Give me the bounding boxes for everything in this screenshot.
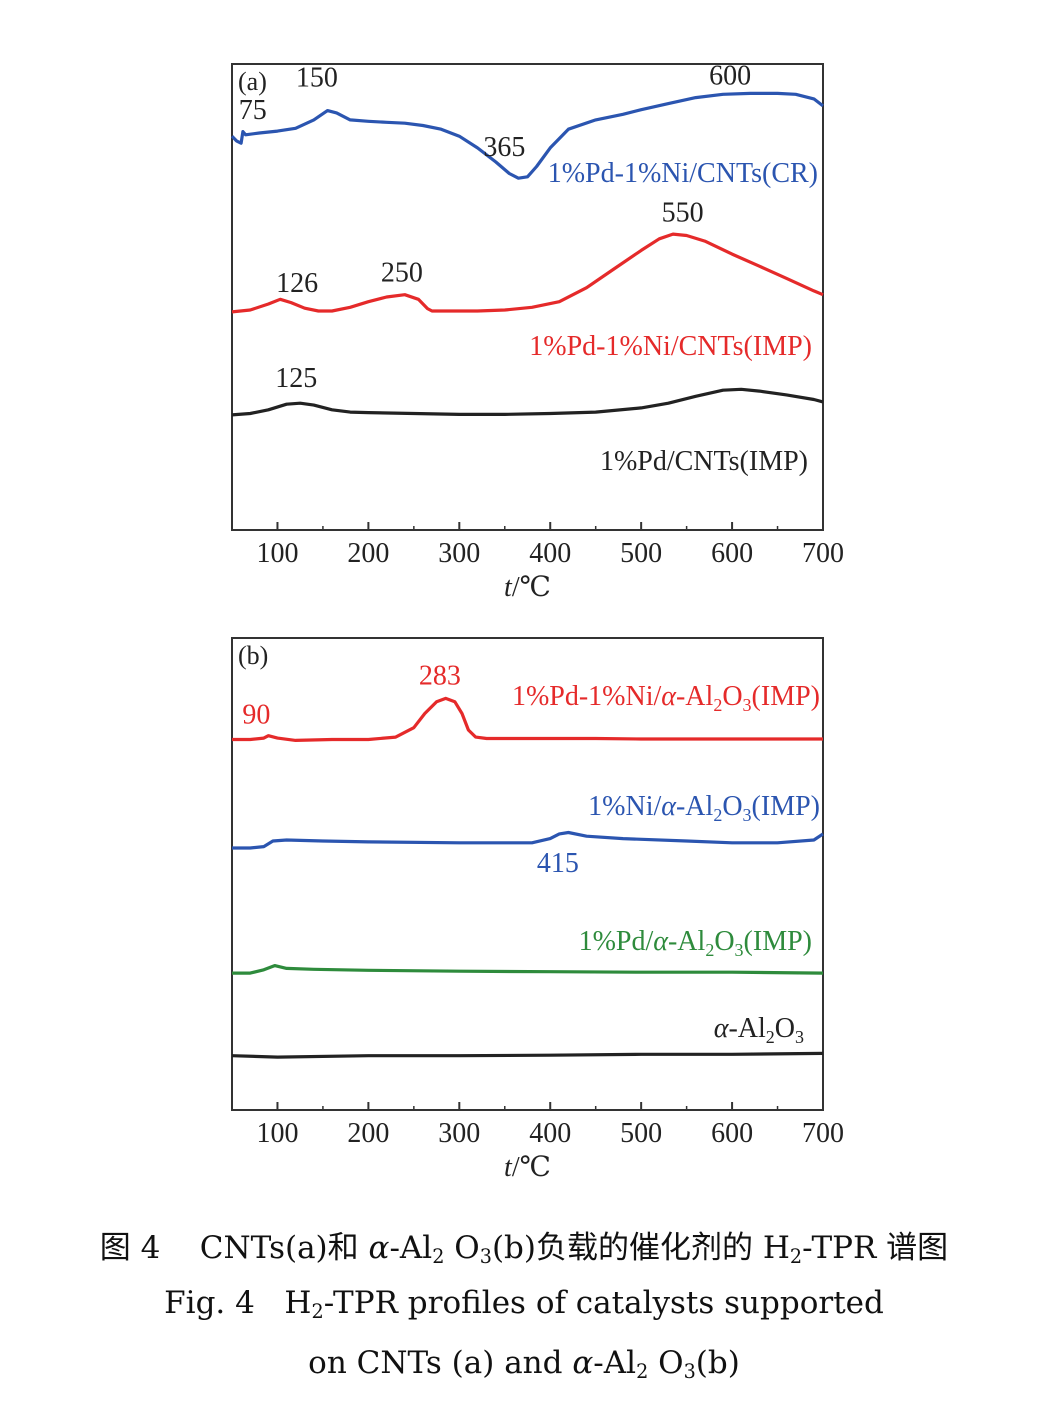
x-tick-label: 700 bbox=[802, 538, 844, 569]
peak-label: 283 bbox=[419, 660, 461, 691]
series-line bbox=[231, 232, 824, 314]
caption-chinese: 图 4 CNTs(a)和 α-Al2 O3(b)负载的催化剂的 H2-TPR 谱… bbox=[0, 1222, 1048, 1268]
caption-sub3: 3 bbox=[479, 1244, 492, 1268]
plot-frame bbox=[231, 63, 824, 531]
peak-label: 90 bbox=[242, 700, 270, 731]
series-label: 1%Pd/CNTs(IMP) bbox=[600, 446, 808, 477]
caption-figure-number-cn: 图 4 bbox=[99, 1230, 161, 1266]
caption-english-line2: on CNTs (a) and α-Al2 O3(b) bbox=[0, 1345, 1048, 1383]
caption-en2-o: O bbox=[648, 1345, 684, 1381]
panel-a-chart: 100 200 300 400 500 600 700 t/℃ (a) 1%Pd-1%Ni/CNT… bbox=[230, 60, 844, 603]
series-label: α-Al2O3 bbox=[714, 1013, 804, 1047]
peak-label: 365 bbox=[483, 132, 525, 163]
x-tick-label: 200 bbox=[347, 538, 389, 569]
series-line bbox=[231, 387, 824, 417]
panel-label: (b) bbox=[238, 641, 268, 670]
x-tick-label: 500 bbox=[620, 1118, 662, 1149]
peak-label: 75 bbox=[239, 95, 267, 126]
caption-en2-sub3: 3 bbox=[683, 1359, 696, 1383]
caption-cn-part1: CNTs(a)和 bbox=[199, 1230, 369, 1266]
series-label: 1%Pd-1%Ni/α-Al2O3(IMP) bbox=[512, 681, 820, 715]
x-tick-label: 400 bbox=[529, 538, 571, 569]
x-tick-label: 600 bbox=[711, 538, 753, 569]
caption-sub2: 2 bbox=[432, 1244, 445, 1268]
x-tick-label: 100 bbox=[256, 1118, 298, 1149]
peak-label: 415 bbox=[537, 848, 579, 879]
x-tick-label: 300 bbox=[438, 1118, 480, 1149]
caption-en2-sub2: 2 bbox=[636, 1359, 649, 1383]
panel-b-chart: 100 200 300 400 500 600 700 t/℃ (b) 1%Pd-1%Ni/α-A… bbox=[231, 637, 844, 1183]
x-tick-label: 700 bbox=[802, 1118, 844, 1149]
peak-label: 550 bbox=[662, 197, 704, 228]
series-label: 1%Pd/α-Al2O3(IMP) bbox=[579, 926, 812, 960]
series-line bbox=[232, 830, 824, 850]
series-label: 1%Ni/α-Al2O3(IMP) bbox=[588, 791, 820, 825]
x-axis-title: t/℃ bbox=[504, 572, 551, 603]
caption-en-rest: -TPR profiles of catalysts supported bbox=[323, 1285, 884, 1321]
x-tick-label: 600 bbox=[711, 1118, 753, 1149]
caption-al: -Al bbox=[389, 1230, 433, 1266]
series-line bbox=[232, 696, 823, 742]
caption-cn-part3: -TPR 谱图 bbox=[802, 1230, 949, 1266]
series-line bbox=[231, 1051, 824, 1059]
x-tick-label: 200 bbox=[347, 1118, 389, 1149]
caption-figure-number-en: Fig. 4 bbox=[164, 1285, 255, 1321]
peak-label: 126 bbox=[276, 268, 318, 299]
caption-en2-post: (b) bbox=[695, 1345, 740, 1381]
peak-label: 125 bbox=[275, 363, 317, 394]
caption-en2-al: -Al bbox=[593, 1345, 637, 1381]
plot-frame bbox=[231, 637, 824, 1111]
peak-label: 600 bbox=[709, 60, 751, 91]
x-tick-label: 300 bbox=[438, 538, 480, 569]
x-tick-label: 400 bbox=[529, 1118, 571, 1149]
x-tick-label: 500 bbox=[620, 538, 662, 569]
series-line bbox=[232, 964, 824, 975]
panel-label: (a) bbox=[238, 67, 267, 96]
caption-cn-part2: (b)负载的催化剂的 H bbox=[491, 1230, 790, 1266]
caption-en2-pre: on CNTs (a) and bbox=[308, 1345, 573, 1381]
caption-en2-alpha: α bbox=[572, 1345, 594, 1381]
x-axis-title: t/℃ bbox=[504, 1152, 551, 1183]
caption-cn-sub2: 2 bbox=[789, 1244, 803, 1268]
peak-label: 250 bbox=[381, 257, 423, 288]
peak-label: 150 bbox=[296, 63, 338, 94]
caption-en-h: H bbox=[284, 1285, 312, 1321]
series-label: 1%Pd-1%Ni/CNTs(IMP) bbox=[529, 331, 812, 362]
series-label: 1%Pd-1%Ni/CNTs(CR) bbox=[548, 158, 818, 189]
series-line bbox=[230, 91, 824, 180]
caption-alpha: α bbox=[368, 1230, 390, 1266]
caption-o: O bbox=[444, 1230, 480, 1266]
x-tick-label: 100 bbox=[256, 538, 298, 569]
caption-english-line1: Fig. 4 H2-TPR profiles of catalysts supp… bbox=[0, 1285, 1048, 1323]
caption-en-sub: 2 bbox=[311, 1299, 324, 1323]
